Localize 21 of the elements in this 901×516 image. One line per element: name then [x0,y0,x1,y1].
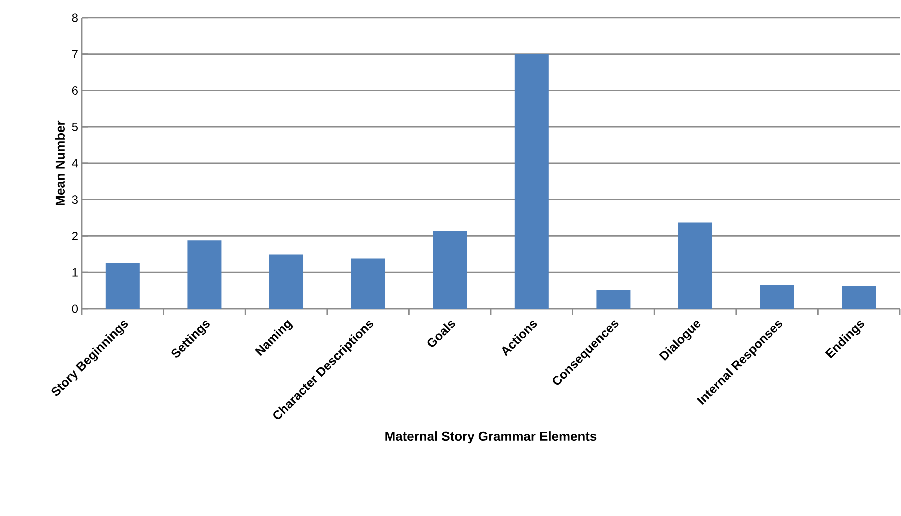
y-tick-label: 7 [72,50,78,58]
bar [596,290,631,309]
x-axis-title: Maternal Story Grammar Elements [386,432,597,444]
y-tick-label: 3 [72,196,78,204]
bar [514,54,549,309]
y-tick-label: 8 [72,14,78,22]
y-axis-title: Mean Number [55,120,65,206]
y-tick-label: 6 [72,86,78,95]
y-tick-label: 4 [72,159,78,168]
bar [678,222,713,309]
bar [188,240,222,309]
y-tick-label: 0 [72,304,78,314]
y-tick-label: 2 [72,232,78,240]
bar [351,258,386,309]
bar [270,254,304,309]
y-tick-label: 5 [72,122,78,132]
y-tick-label: 1 [72,268,78,277]
bar [760,285,794,309]
bar [842,286,876,309]
bar [433,231,468,309]
bar [106,263,140,309]
